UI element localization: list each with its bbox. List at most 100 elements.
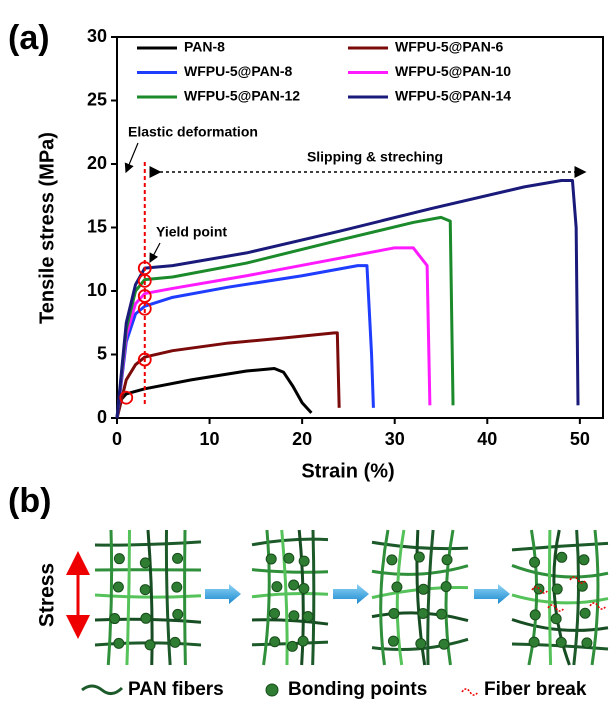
bonding-point xyxy=(417,607,429,619)
legend-label: WFPU-5@PAN-14 xyxy=(395,88,511,104)
fiber xyxy=(262,529,271,666)
y-tick-label: 25 xyxy=(87,89,107,109)
bonding-point xyxy=(269,636,281,648)
legend-label: WFPU-5@PAN-10 xyxy=(395,63,511,79)
fiber xyxy=(106,529,114,666)
y-tick-label: 10 xyxy=(87,280,107,300)
fiber xyxy=(311,529,316,666)
legend-icon xyxy=(81,684,124,695)
fiber xyxy=(183,529,187,666)
fiber xyxy=(371,564,469,576)
bonding-point xyxy=(441,554,453,566)
fiber xyxy=(125,529,131,666)
bonding-point xyxy=(302,611,314,623)
annotation: Yield point xyxy=(156,224,227,240)
bonding-point xyxy=(529,556,541,568)
bonding-point xyxy=(388,607,400,619)
bonding-point xyxy=(386,554,398,566)
legend-icon xyxy=(461,688,479,696)
bonding-point xyxy=(283,552,295,564)
annotation-arrow xyxy=(149,242,161,264)
fiber xyxy=(251,618,329,626)
fiber xyxy=(444,529,455,666)
panel-label: (a) xyxy=(8,19,50,57)
yield-point xyxy=(137,289,152,303)
y-tick-label: 15 xyxy=(87,216,107,236)
fiber xyxy=(379,529,390,666)
process-arrow xyxy=(333,584,369,604)
stress-label: Stress xyxy=(36,563,59,627)
fiber xyxy=(552,529,571,666)
y-tick-label: 30 xyxy=(87,26,107,46)
legend-label: Bonding points xyxy=(288,679,427,700)
legend-label: WFPU-5@PAN-12 xyxy=(184,88,300,104)
bonding-point xyxy=(556,551,568,563)
bonding-point xyxy=(529,609,541,621)
fiber xyxy=(297,529,305,666)
bonding-point xyxy=(440,581,452,593)
bonding-point xyxy=(387,635,399,647)
bonding-point xyxy=(172,552,184,564)
bonding-point xyxy=(139,584,151,596)
legend-label: WFPU-5@PAN-6 xyxy=(395,39,503,55)
fiber xyxy=(548,529,553,666)
bonding-point xyxy=(298,583,310,595)
bonding-point xyxy=(579,607,591,619)
series-line xyxy=(115,331,341,419)
fiber xyxy=(511,564,609,579)
x-axis-label: Strain (%) xyxy=(301,460,394,482)
bonding-point xyxy=(113,553,125,565)
series-line xyxy=(115,246,432,419)
fiber xyxy=(415,529,427,666)
bonding-point xyxy=(528,636,540,648)
series-line xyxy=(115,264,375,419)
bonding-point xyxy=(271,581,283,593)
legend-icon xyxy=(265,683,279,697)
process-arrows xyxy=(205,584,510,604)
yield-point xyxy=(137,352,152,367)
fiber xyxy=(251,537,329,547)
bonding-point xyxy=(576,580,588,592)
legend-label: PAN fibers xyxy=(128,679,224,700)
bonding-point xyxy=(169,636,181,648)
fiber xyxy=(395,529,406,666)
bonding-point xyxy=(286,640,298,652)
bonding-point xyxy=(171,581,183,593)
y-axis-label: Tensile stress (MPa) xyxy=(36,132,58,324)
bonding-point xyxy=(551,583,563,595)
process-arrow xyxy=(474,584,510,604)
y-tick-label: 5 xyxy=(97,343,107,363)
fiber xyxy=(572,529,581,666)
y-tick-label: 0 xyxy=(97,407,107,427)
fiber xyxy=(280,529,289,666)
bonding-point xyxy=(269,608,281,620)
yield-point xyxy=(137,261,152,276)
series-line xyxy=(115,366,313,419)
bonding-point xyxy=(298,555,310,567)
bonding-point xyxy=(415,638,427,650)
bonding-point xyxy=(144,639,156,651)
fiber xyxy=(251,568,329,574)
fiber xyxy=(94,593,202,599)
bonding-point xyxy=(113,637,125,649)
fiber xyxy=(164,529,172,666)
bonding-point xyxy=(297,635,309,647)
process-arrow xyxy=(205,584,241,604)
bonding-point xyxy=(578,554,590,566)
legend-label: PAN-8 xyxy=(184,39,225,55)
x-tick-label: 30 xyxy=(385,429,405,449)
bonding-point xyxy=(413,551,425,563)
fiber xyxy=(511,541,609,552)
annotation-arrow xyxy=(124,142,139,174)
annotation: Elastic deformation xyxy=(128,124,258,140)
fiber xyxy=(527,529,539,666)
x-tick-label: 40 xyxy=(477,429,497,449)
annotation: Slipping & streching xyxy=(307,149,443,165)
bonding-point xyxy=(550,613,562,625)
x-tick-label: 50 xyxy=(570,429,590,449)
legend-label: WFPU-5@PAN-8 xyxy=(184,63,292,79)
bonding-point xyxy=(288,610,300,622)
bonding-point xyxy=(172,608,184,620)
fiber xyxy=(511,593,609,605)
